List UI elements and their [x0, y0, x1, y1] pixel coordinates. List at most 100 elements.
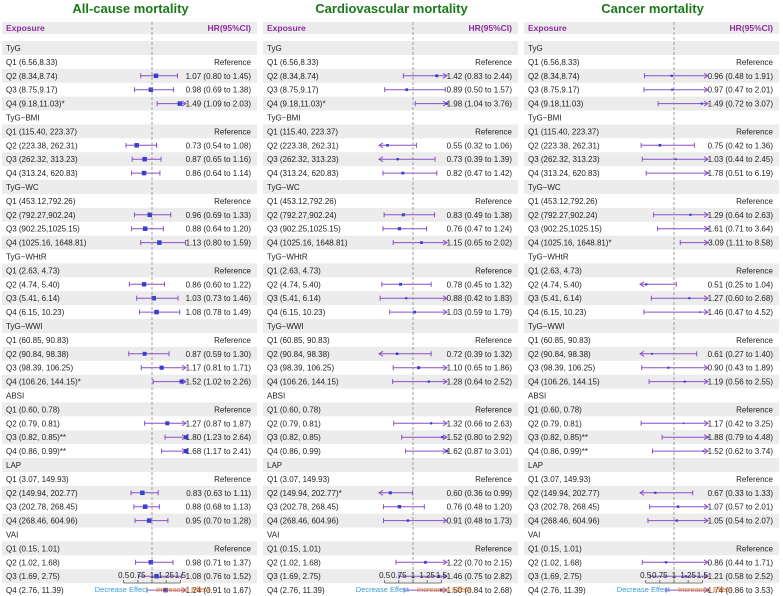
row-stripe	[524, 207, 779, 222]
hr-value: 1.08 (0.78 to 1.49)	[186, 308, 252, 317]
row-stripe	[263, 541, 518, 556]
hr-point	[688, 297, 691, 300]
hr-point	[396, 157, 399, 161]
x-tick-label: 1.5	[436, 571, 448, 580]
hr-point	[674, 158, 677, 161]
ci-arrow-right	[181, 100, 187, 107]
hr-point	[177, 101, 183, 106]
hr-value: 1.10 (0.65 to 1.86)	[447, 364, 513, 373]
hr-value: 1.03 (0.44 to 2.45)	[708, 155, 774, 164]
hr-point	[650, 352, 653, 355]
row-label: Q4 (106.26, 144.15)	[267, 378, 339, 387]
ci-arrow-right	[703, 72, 709, 79]
hr-point	[405, 88, 409, 92]
row-label: Q3 (98.39, 106.25)	[6, 364, 73, 373]
x-tick-label: 1.5	[175, 571, 187, 580]
hr-value: 1.22 (0.70 to 2.15)	[447, 558, 513, 567]
row-label: Q2 (223.38, 262.31)	[267, 141, 339, 150]
hr-point	[707, 241, 709, 244]
row-stripe	[263, 235, 518, 250]
hr-value: 1.29 (0.64 to 2.63)	[708, 211, 774, 220]
row-label: Q2 (223.38, 262.31)	[528, 141, 600, 150]
row-stripe	[524, 458, 779, 472]
hr-value: 0.86 (0.44 to 1.71)	[708, 558, 774, 567]
ci-arrow-left	[639, 489, 645, 496]
row-label: Q1 (60.85, 90.83)	[6, 336, 69, 345]
row-label: Q3 (1.69, 2.75)	[6, 572, 60, 581]
row-label: Q2 (8.34,8.74)	[6, 72, 58, 81]
hr-value: 1.80 (1.23 to 2.64)	[186, 433, 252, 442]
hr-point	[424, 560, 427, 564]
hr-value: 0.88 (0.42 to 1.83)	[447, 294, 513, 303]
row-label: Q2 (1.02, 1.68)	[528, 558, 582, 567]
row-stripe	[2, 96, 257, 111]
hr-point	[154, 573, 159, 579]
row-label: Q1 (3.07, 149.93)	[267, 475, 330, 484]
hr-point	[445, 102, 449, 105]
row-label: Q4 (2.76, 11.39)	[528, 586, 586, 595]
hr-point	[134, 143, 139, 148]
hr-value: 0.75 (0.42 to 1.36)	[708, 141, 774, 150]
ci-arrow-right	[703, 211, 709, 218]
hr-value: 0.76 (0.47 to 1.24)	[447, 225, 513, 234]
ci-arrow-left	[378, 142, 384, 149]
hr-point	[179, 379, 184, 384]
row-stripe	[2, 41, 257, 55]
row-label: Q4 (6.15, 10.23)	[528, 308, 587, 317]
group-label: LAP	[267, 461, 282, 470]
row-label: Q4 (9.18,11.03)	[528, 100, 584, 109]
hr-value: 0.72 (0.39 to 1.32)	[447, 350, 513, 359]
hr-point	[388, 491, 392, 495]
hr-point	[151, 295, 156, 301]
row-stripe	[524, 235, 779, 250]
hr-point	[435, 74, 439, 78]
hr-point	[148, 560, 154, 565]
group-label: TyG−WWI	[528, 322, 565, 331]
row-label: Q4 (2.76, 11.39)	[6, 586, 64, 595]
hr-point	[141, 282, 147, 287]
group-label: ABSI	[6, 392, 24, 401]
hr-point	[445, 449, 449, 453]
row-label: Q4 (0.86, 0.99)	[267, 447, 321, 456]
header-band	[263, 22, 518, 34]
row-label: Q4 (313.24, 620.83)	[6, 169, 78, 178]
hr-value: 0.88 (0.64 to 1.20)	[186, 225, 252, 234]
hr-point	[142, 156, 147, 162]
hr-point	[401, 171, 405, 175]
ci-arrow-right	[703, 309, 709, 316]
row-label: Q3 (1.69, 2.75)	[528, 572, 582, 581]
hr-value: 0.88 (0.68 to 1.13)	[186, 503, 252, 512]
hr-value: 1.78 (0.51 to 6.19)	[708, 169, 774, 178]
row-stripe	[524, 430, 779, 445]
row-label: Q3 (8.75,9.17)	[6, 86, 58, 95]
row-stripe	[2, 319, 257, 333]
row-stripe	[2, 152, 257, 167]
row-label: Q1 (453.12,792.26)	[267, 197, 337, 206]
row-label: Q3 (202.78, 268.45)	[6, 503, 78, 512]
row-stripe	[524, 263, 779, 278]
row-stripe	[524, 541, 779, 556]
hr-point	[670, 74, 673, 77]
hr-point	[683, 380, 686, 383]
column-header-hr: HR(95%CI)	[208, 23, 252, 33]
hr-value: 1.19 (0.56 to 2.55)	[708, 378, 774, 387]
header-band	[524, 22, 779, 34]
x-tick-label: 1.5	[697, 571, 709, 580]
row-label: Q2 (223.38, 262.31)	[6, 141, 78, 150]
ci-arrow-left	[639, 281, 645, 288]
hr-value: Reference	[214, 405, 251, 414]
ci-arrow-right	[442, 434, 448, 441]
hr-point	[437, 575, 441, 578]
hr-value: Reference	[214, 127, 251, 136]
ci-arrow-right	[442, 239, 448, 246]
forest-panel-2: Cardiovascular mortality Exposure HR(95%CI…	[263, 1, 518, 595]
hr-value: 1.46 (0.47 to 4.52)	[708, 308, 774, 317]
row-label: Q2 (0.79, 0.81)	[267, 419, 321, 428]
hr-value: Reference	[475, 475, 512, 484]
group-label: VAI	[6, 531, 18, 540]
row-label: Q1 (0.15, 1.01)	[528, 544, 582, 553]
row-stripe	[2, 68, 257, 83]
x-tick-label: 0.5	[379, 571, 391, 580]
hr-point	[157, 240, 162, 245]
row-stripe	[263, 402, 518, 417]
